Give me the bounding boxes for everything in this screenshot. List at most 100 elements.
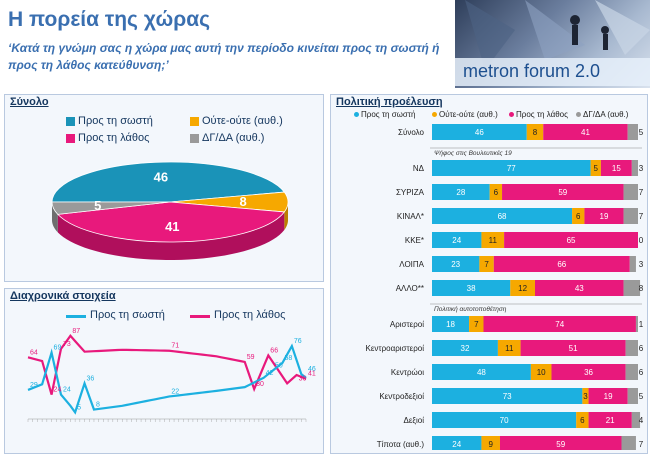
- data-label-correct: 46: [308, 366, 316, 373]
- legend-swatch-neither: [190, 117, 199, 126]
- group-note: Πολιτική αυτοτοποθέτηση: [434, 305, 507, 313]
- bar-segment: [432, 184, 490, 200]
- bar-value-label: 23: [451, 260, 460, 269]
- bar-segment: [432, 364, 531, 380]
- row-label: Κεντροδεξιοί: [379, 392, 424, 401]
- bar-value-label: 5: [594, 164, 599, 173]
- bar-value-label: 10: [537, 368, 546, 377]
- bar-value-label: 8: [533, 128, 538, 137]
- data-label-wrong: 66: [270, 347, 278, 354]
- bar-value-label: 21: [606, 416, 615, 425]
- data-label-correct: 42: [266, 370, 274, 377]
- bar-segment: [590, 160, 601, 176]
- bar-value-label: 4: [639, 416, 644, 425]
- data-label-correct: 24: [63, 387, 71, 394]
- row-label: Αριστεροί: [390, 320, 424, 329]
- bar-value-label: 8: [639, 284, 644, 293]
- data-label-correct: 50: [275, 362, 283, 369]
- data-label-wrong: 41: [308, 371, 316, 378]
- bar-segment: [432, 436, 482, 450]
- pie-side-2: [57, 211, 285, 260]
- bar-value-label: 19: [600, 212, 609, 221]
- bar-value-label: 28: [456, 188, 465, 197]
- bar-value-label: 19: [604, 392, 613, 401]
- row-label: ΣΥΡΙΖΑ: [396, 188, 425, 197]
- series-line-correct: [27, 343, 307, 415]
- series-line-wrong: [27, 334, 307, 395]
- data-label-wrong: 87: [72, 328, 80, 335]
- data-label-correct: 29: [30, 382, 38, 389]
- bar-value-label: 6: [580, 416, 585, 425]
- bar-segment: [543, 124, 628, 140]
- bar-value-label: 15: [612, 164, 621, 173]
- legend-label: Προς τη λάθος: [516, 110, 568, 119]
- bar-segment: [572, 208, 585, 224]
- political-panel-title: Πολιτική προέλευση: [336, 96, 443, 108]
- bar-value-label: 59: [556, 440, 565, 449]
- row-label: Τίποτα (αυθ.): [377, 440, 425, 449]
- group-note: Ψήφος στις Βουλευτικές 19: [434, 149, 512, 157]
- bar-value-label: 3: [639, 164, 644, 173]
- data-label-wrong: 36: [299, 375, 307, 382]
- data-label-wrong: 64: [30, 349, 38, 356]
- pie-slice: [56, 201, 286, 243]
- bar-value-label: 7: [639, 440, 644, 449]
- bar-value-label: 7: [639, 188, 644, 197]
- bar-segment: [479, 256, 494, 272]
- bar-segment: [635, 316, 638, 332]
- trend-panel-title: Διαχρονικά στοιχεία: [10, 290, 116, 302]
- bar-value-label: 41: [581, 128, 590, 137]
- bar-value-label: 6: [639, 344, 644, 353]
- data-label-correct: 76: [294, 338, 302, 345]
- legend-line-wrong: [190, 315, 210, 318]
- data-label-wrong: 24: [54, 387, 62, 394]
- bar-segment: [504, 232, 638, 248]
- data-label-wrong: 73: [63, 341, 71, 348]
- bar-value-label: 12: [518, 284, 527, 293]
- total-panel-title: Σύνολο: [10, 96, 49, 108]
- bar-segment: [481, 232, 505, 248]
- bar-value-label: 77: [507, 164, 516, 173]
- bar-value-label: 9: [488, 440, 493, 449]
- row-label: ΝΔ: [413, 164, 425, 173]
- bar-segment: [469, 316, 484, 332]
- data-label-wrong: 71: [171, 343, 179, 350]
- data-label-correct: 8: [96, 402, 100, 409]
- row-label: Κεντρώοι: [391, 368, 424, 377]
- bar-value-label: 70: [500, 416, 509, 425]
- bar-segment: [493, 256, 630, 272]
- bar-segment: [627, 388, 638, 404]
- bar-value-label: 24: [452, 236, 461, 245]
- row-label: ΚΙΝΑΛ*: [397, 212, 424, 221]
- bar-segment: [623, 280, 641, 296]
- legend-label: Προς τη σωστή: [361, 110, 416, 119]
- bar-value-label: 48: [477, 368, 486, 377]
- bar-segment: [625, 364, 638, 380]
- legend-swatch-correct: [66, 117, 75, 126]
- bar-segment: [623, 184, 638, 200]
- bar-value-label: 65: [567, 236, 576, 245]
- row-label: ΑΛΛΟ**: [396, 284, 424, 293]
- data-label-correct: 36: [87, 375, 95, 382]
- bar-segment: [588, 388, 628, 404]
- bar-segment: [432, 160, 591, 176]
- bar-value-label: 6: [494, 188, 499, 197]
- legend-swatch-neither: [432, 112, 437, 117]
- pie-side-1: [284, 202, 288, 230]
- bar-segment: [600, 160, 632, 176]
- bar-segment: [432, 412, 577, 428]
- bar-segment: [621, 436, 636, 450]
- legend-swatch-correct: [354, 112, 359, 117]
- bar-segment: [502, 184, 624, 200]
- bar-segment: [489, 184, 503, 200]
- page-subtitle: ‘Κατά τη γνώμη σας η χώρα μας αυτή την π…: [8, 41, 440, 72]
- legend-swatch-dk: [576, 112, 581, 117]
- data-label-correct: 22: [171, 388, 179, 395]
- bar-value-label: 24: [452, 440, 461, 449]
- legend-swatch-dk: [190, 134, 199, 143]
- bar-value-label: 59: [558, 188, 567, 197]
- bar-segment: [499, 436, 622, 450]
- bar-segment: [627, 124, 638, 140]
